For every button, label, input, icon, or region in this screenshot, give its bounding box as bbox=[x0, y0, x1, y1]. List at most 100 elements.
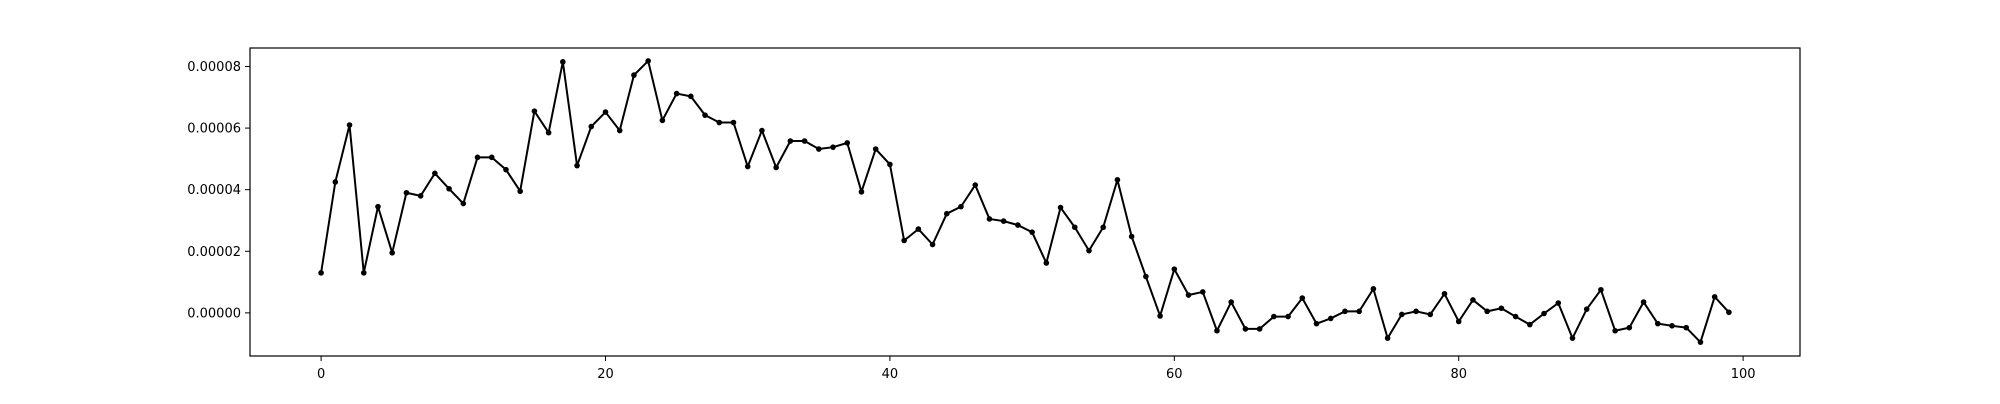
data-point bbox=[1612, 327, 1618, 334]
data-point bbox=[1569, 335, 1576, 341]
data-point bbox=[460, 200, 467, 207]
data-point bbox=[1669, 323, 1675, 329]
data-point bbox=[943, 210, 950, 217]
data-point bbox=[816, 146, 822, 152]
data-point bbox=[1228, 299, 1234, 305]
data-point bbox=[1711, 294, 1718, 300]
data-point bbox=[574, 162, 580, 169]
data-point bbox=[531, 108, 538, 114]
x-tick-label: 0 bbox=[317, 367, 325, 382]
data-point bbox=[446, 185, 452, 192]
data-point bbox=[1356, 308, 1362, 315]
y-tick-label: 0.00000 bbox=[187, 306, 241, 321]
data-point bbox=[432, 170, 438, 177]
data-point bbox=[318, 270, 324, 276]
data-point bbox=[1384, 335, 1391, 341]
data-point bbox=[787, 138, 794, 144]
plot-frame bbox=[249, 47, 1801, 357]
series-line bbox=[320, 59, 1730, 344]
data-point bbox=[1100, 224, 1107, 231]
data-point bbox=[488, 154, 495, 161]
y-axis: 0.00000 0.00002 0.00004 0.00006 0.00008 bbox=[187, 60, 250, 321]
data-point bbox=[1043, 260, 1050, 266]
data-point bbox=[1199, 289, 1206, 295]
data-point bbox=[1342, 308, 1348, 315]
data-point bbox=[801, 138, 808, 144]
data-point bbox=[887, 161, 893, 168]
data-point bbox=[972, 182, 979, 188]
data-point bbox=[1455, 318, 1462, 325]
data-point bbox=[858, 189, 865, 195]
data-point bbox=[1583, 306, 1590, 312]
data-point bbox=[872, 146, 879, 152]
data-point bbox=[403, 189, 410, 196]
data-point bbox=[1271, 313, 1277, 320]
data-point bbox=[1399, 311, 1405, 318]
data-point bbox=[545, 129, 552, 136]
x-tick-label: 40 bbox=[882, 367, 899, 382]
x-tick-label: 100 bbox=[1731, 367, 1756, 382]
data-point bbox=[1285, 313, 1291, 320]
data-point bbox=[474, 154, 481, 161]
data-point bbox=[1015, 222, 1021, 228]
data-point bbox=[673, 90, 680, 97]
data-point bbox=[1598, 286, 1604, 293]
data-point bbox=[986, 216, 993, 222]
x-tick-label: 20 bbox=[597, 367, 614, 382]
data-point bbox=[659, 117, 666, 124]
data-point bbox=[1327, 315, 1334, 322]
data-point bbox=[1541, 310, 1547, 317]
data-point bbox=[759, 127, 765, 134]
data-point bbox=[1171, 266, 1178, 272]
data-point bbox=[1214, 327, 1220, 334]
y-tick-label: 0.00004 bbox=[187, 183, 241, 198]
data-point bbox=[1128, 233, 1135, 240]
data-point bbox=[560, 59, 566, 65]
data-point bbox=[616, 127, 623, 134]
data-point bbox=[1413, 308, 1419, 315]
data-point bbox=[1555, 300, 1562, 306]
data-point bbox=[830, 144, 836, 150]
data-point bbox=[1242, 326, 1249, 332]
data-point bbox=[1654, 320, 1661, 327]
data-point bbox=[417, 193, 424, 199]
data-point bbox=[346, 122, 353, 128]
data-point bbox=[1256, 326, 1263, 332]
data-point bbox=[1000, 218, 1007, 224]
data-point bbox=[389, 250, 396, 256]
data-point bbox=[1726, 309, 1732, 316]
data-point bbox=[688, 93, 694, 100]
data-point bbox=[1114, 177, 1121, 183]
data-point bbox=[1299, 295, 1306, 301]
data-point bbox=[1470, 297, 1476, 303]
data-point bbox=[1626, 324, 1633, 331]
series-layer bbox=[318, 58, 1732, 345]
data-point bbox=[602, 109, 609, 115]
data-point bbox=[1057, 204, 1064, 211]
data-point bbox=[958, 203, 964, 210]
data-point bbox=[716, 119, 723, 126]
data-point bbox=[1157, 313, 1163, 319]
data-point bbox=[360, 270, 367, 276]
data-point bbox=[1683, 324, 1690, 331]
data-point bbox=[1313, 320, 1320, 327]
data-point bbox=[332, 179, 339, 185]
data-point bbox=[631, 72, 637, 78]
data-point bbox=[588, 123, 595, 130]
data-point bbox=[773, 164, 779, 171]
x-axis: 0 20 40 60 80 100 bbox=[317, 356, 1756, 382]
x-tick-label: 60 bbox=[1166, 367, 1183, 382]
data-point bbox=[915, 226, 922, 232]
data-point bbox=[844, 140, 851, 146]
data-point bbox=[1697, 339, 1704, 345]
data-point bbox=[1029, 229, 1035, 235]
data-point bbox=[1484, 308, 1490, 315]
data-point bbox=[1086, 247, 1092, 254]
data-point bbox=[517, 188, 523, 195]
data-point bbox=[1512, 313, 1519, 320]
data-point bbox=[375, 203, 381, 210]
data-point bbox=[1185, 292, 1192, 298]
y-tick-label: 0.00002 bbox=[187, 245, 241, 260]
data-point bbox=[744, 163, 751, 170]
